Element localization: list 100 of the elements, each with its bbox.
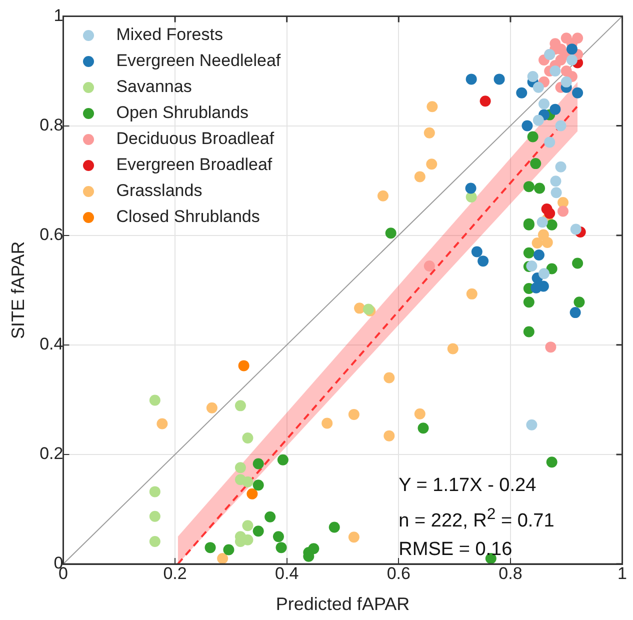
point	[242, 520, 254, 532]
legend-label: Open Shrublands	[116, 103, 249, 124]
point	[471, 246, 482, 258]
point	[426, 158, 438, 170]
point	[217, 553, 228, 564]
legend-label: Closed Shrublands	[116, 207, 260, 228]
point	[242, 432, 254, 444]
legend-label: Savannas	[116, 77, 192, 98]
point	[516, 87, 528, 98]
point	[204, 542, 216, 554]
point	[206, 402, 218, 414]
point	[348, 408, 360, 420]
point	[570, 224, 582, 235]
point	[538, 98, 550, 110]
point	[526, 260, 538, 272]
point	[558, 206, 569, 217]
point	[572, 258, 584, 269]
point	[276, 542, 287, 554]
annotation: Y = 1.17X - 0.24	[398, 474, 538, 498]
point	[418, 422, 429, 434]
point	[252, 480, 264, 491]
point	[466, 74, 477, 85]
point	[277, 454, 288, 466]
point	[538, 268, 550, 280]
point	[526, 419, 538, 430]
point	[414, 408, 426, 420]
point	[527, 131, 538, 142]
point	[572, 32, 584, 44]
point	[545, 342, 556, 353]
point	[252, 458, 264, 470]
point	[384, 372, 395, 384]
x-tick-label: 0.2	[163, 564, 187, 583]
y-tick-label: 0.4	[40, 334, 64, 354]
point	[532, 82, 544, 93]
point	[149, 486, 160, 498]
point	[523, 181, 534, 192]
point	[149, 536, 160, 548]
point	[494, 74, 505, 85]
point	[465, 182, 476, 194]
point	[550, 65, 561, 76]
point	[149, 510, 160, 522]
point	[264, 511, 276, 522]
point	[156, 418, 168, 430]
point	[523, 326, 534, 338]
y-tick-label: 0.8	[40, 115, 64, 134]
point	[544, 208, 556, 219]
point	[385, 228, 396, 239]
point	[574, 296, 585, 308]
point	[546, 219, 558, 230]
point	[149, 394, 160, 406]
y-tick-label: 0.2	[40, 444, 64, 464]
x-tick-label: 0.6	[386, 564, 410, 583]
point	[234, 400, 246, 412]
point	[414, 171, 426, 182]
point	[550, 187, 562, 198]
point	[252, 526, 264, 537]
point	[322, 418, 333, 429]
point	[532, 114, 544, 126]
point	[384, 430, 395, 442]
legend-label: Grasslands	[116, 181, 202, 202]
point	[550, 176, 562, 187]
point	[426, 101, 438, 112]
point	[378, 190, 389, 202]
annotation: n = 222, R$^{2}$ = 0.71	[398, 505, 554, 534]
point	[534, 182, 546, 194]
legend-label: Evergreen Needleleaf	[116, 51, 281, 72]
y-axis-title: SITE fAPAR	[8, 241, 28, 339]
y-tick-label: 0.6	[40, 225, 64, 244]
x-tick-label: 0.4	[275, 564, 299, 583]
point	[527, 70, 538, 82]
point	[424, 260, 435, 272]
point	[466, 288, 478, 300]
legend-label: Mixed Forests	[116, 25, 223, 46]
point	[550, 104, 561, 115]
point	[530, 158, 542, 170]
point	[572, 87, 584, 98]
point	[234, 462, 246, 474]
point	[523, 247, 534, 258]
legend-label: Evergreen Broadleaf	[116, 155, 272, 176]
point	[566, 54, 578, 66]
point	[424, 127, 435, 138]
point	[328, 522, 340, 533]
point	[560, 76, 572, 88]
point	[480, 96, 491, 107]
point	[238, 360, 250, 372]
point	[348, 532, 360, 543]
point	[542, 236, 553, 248]
point	[223, 544, 234, 556]
point	[523, 296, 534, 308]
point	[522, 120, 533, 132]
point	[555, 161, 566, 172]
point	[546, 456, 558, 468]
y-tick-label: 1	[54, 6, 64, 25]
point	[447, 343, 458, 354]
x-tick-label: 0.8	[498, 564, 522, 583]
point	[308, 543, 320, 554]
point	[546, 263, 558, 274]
point	[536, 216, 548, 228]
point	[538, 280, 549, 292]
point	[566, 44, 578, 55]
